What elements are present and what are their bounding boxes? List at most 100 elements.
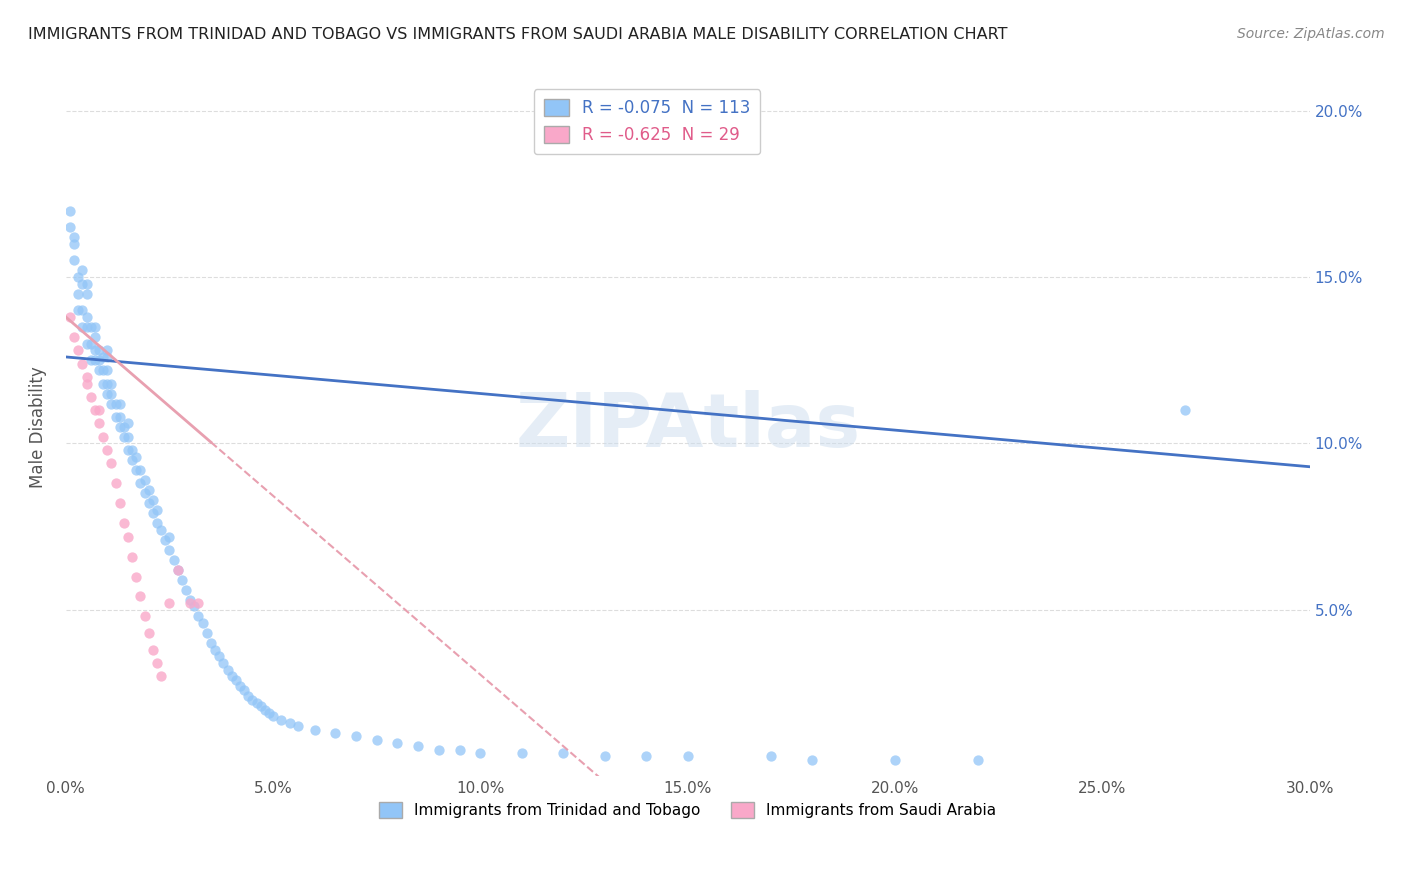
- Point: [344, 729, 367, 743]
- Point: [100, 396, 122, 410]
- Point: [83, 320, 105, 334]
- Point: [166, 563, 188, 577]
- Point: [229, 679, 252, 693]
- Point: [233, 682, 256, 697]
- Point: [76, 376, 98, 391]
- Point: [245, 696, 267, 710]
- Point: [125, 450, 148, 464]
- Point: [100, 457, 122, 471]
- Point: [155, 533, 177, 547]
- Point: [146, 656, 169, 670]
- Point: [100, 376, 122, 391]
- Point: [112, 430, 135, 444]
- Legend: Immigrants from Trinidad and Tobago, Immigrants from Saudi Arabia: Immigrants from Trinidad and Tobago, Imm…: [373, 797, 1002, 824]
- Point: [270, 713, 292, 727]
- Point: [72, 263, 94, 277]
- Point: [96, 350, 118, 364]
- Point: [79, 353, 101, 368]
- Point: [159, 596, 181, 610]
- Point: [129, 476, 152, 491]
- Point: [221, 669, 243, 683]
- Point: [100, 386, 122, 401]
- Point: [138, 626, 160, 640]
- Y-axis label: Male Disability: Male Disability: [30, 366, 46, 488]
- Point: [159, 542, 181, 557]
- Point: [59, 220, 82, 235]
- Point: [83, 353, 105, 368]
- Point: [108, 409, 131, 424]
- Point: [323, 726, 346, 740]
- Point: [142, 506, 165, 520]
- Point: [67, 270, 90, 285]
- Point: [150, 669, 173, 683]
- Point: [117, 443, 139, 458]
- Point: [104, 409, 127, 424]
- Point: [129, 590, 152, 604]
- Point: [884, 752, 907, 766]
- Point: [104, 476, 127, 491]
- Point: [76, 277, 98, 291]
- Point: [76, 336, 98, 351]
- Point: [117, 417, 139, 431]
- Point: [249, 699, 271, 714]
- Point: [76, 320, 98, 334]
- Point: [217, 663, 239, 677]
- Point: [79, 336, 101, 351]
- Point: [134, 486, 156, 500]
- Point: [187, 609, 209, 624]
- Point: [96, 343, 118, 358]
- Point: [83, 330, 105, 344]
- Point: [67, 286, 90, 301]
- Point: [593, 749, 616, 764]
- Point: [759, 749, 782, 764]
- Point: [183, 599, 205, 614]
- Point: [72, 303, 94, 318]
- Point: [76, 370, 98, 384]
- Point: [134, 473, 156, 487]
- Point: [142, 642, 165, 657]
- Point: [138, 496, 160, 510]
- Point: [200, 636, 222, 650]
- Point: [212, 656, 235, 670]
- Point: [204, 642, 226, 657]
- Point: [801, 752, 824, 766]
- Point: [87, 363, 110, 377]
- Point: [67, 343, 90, 358]
- Point: [967, 752, 990, 766]
- Point: [676, 749, 699, 764]
- Point: [72, 277, 94, 291]
- Point: [87, 343, 110, 358]
- Point: [449, 742, 471, 756]
- Point: [112, 419, 135, 434]
- Point: [636, 749, 658, 764]
- Point: [125, 569, 148, 583]
- Point: [146, 503, 169, 517]
- Point: [257, 706, 280, 720]
- Point: [63, 230, 86, 244]
- Text: ZIPAtlas: ZIPAtlas: [515, 391, 860, 463]
- Point: [83, 403, 105, 417]
- Point: [187, 596, 209, 610]
- Point: [59, 203, 82, 218]
- Point: [125, 463, 148, 477]
- Point: [96, 386, 118, 401]
- Point: [63, 253, 86, 268]
- Text: Source: ZipAtlas.com: Source: ZipAtlas.com: [1237, 27, 1385, 41]
- Point: [366, 732, 388, 747]
- Point: [91, 430, 114, 444]
- Point: [96, 363, 118, 377]
- Point: [121, 549, 143, 564]
- Point: [195, 626, 218, 640]
- Point: [59, 310, 82, 324]
- Point: [63, 236, 86, 251]
- Point: [72, 357, 94, 371]
- Point: [174, 582, 197, 597]
- Point: [121, 443, 143, 458]
- Point: [63, 330, 86, 344]
- Point: [117, 430, 139, 444]
- Point: [117, 530, 139, 544]
- Point: [387, 736, 409, 750]
- Point: [150, 523, 173, 537]
- Point: [287, 719, 309, 733]
- Point: [253, 703, 276, 717]
